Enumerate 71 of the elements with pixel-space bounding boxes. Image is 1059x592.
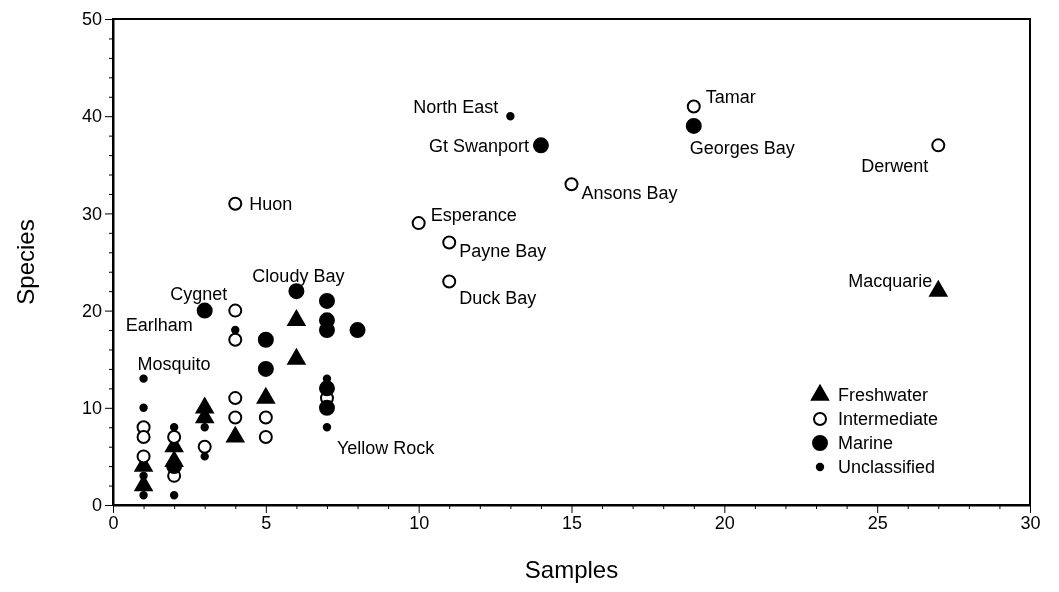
annotation: Gt Swanport <box>428 135 529 156</box>
annotation: Earlham <box>125 314 193 335</box>
point <box>318 292 335 309</box>
point <box>506 112 515 121</box>
point <box>136 449 151 464</box>
legend-label: Unclassified <box>838 457 936 478</box>
annotation: Duck Bay <box>459 287 537 308</box>
point <box>167 429 182 444</box>
x-tick-label: 5 <box>261 512 272 533</box>
annotation: Mosquito <box>137 353 211 374</box>
point <box>564 177 579 192</box>
point <box>169 423 179 432</box>
annotation: Huon <box>249 193 293 214</box>
point <box>442 235 457 250</box>
point <box>228 303 243 318</box>
point <box>258 429 273 444</box>
point <box>228 391 243 406</box>
annotation: Macquarie <box>848 271 933 292</box>
annotation: North East <box>413 96 499 117</box>
annotation: Esperance <box>430 205 517 226</box>
y-tick-label: 30 <box>81 203 102 224</box>
y-tick-label: 0 <box>91 495 102 516</box>
x-tick-label: 15 <box>561 512 583 533</box>
annotation: Georges Bay <box>689 138 795 159</box>
y-tick-label: 10 <box>81 398 102 419</box>
point <box>532 137 549 154</box>
point <box>318 380 335 397</box>
legend-label: Intermediate <box>838 409 939 430</box>
point <box>442 274 457 289</box>
x-tick-label: 20 <box>714 512 735 533</box>
y-tick-label: 40 <box>81 106 102 127</box>
annotation: Ansons Bay <box>581 182 678 203</box>
point <box>257 331 274 348</box>
point <box>349 322 366 339</box>
point <box>139 374 148 383</box>
x-tick-label: 10 <box>409 512 430 533</box>
point <box>258 410 273 425</box>
annotation: Tamar <box>705 86 756 107</box>
point <box>197 439 212 454</box>
point <box>931 138 946 153</box>
point <box>686 99 701 114</box>
legend-label: Freshwater <box>838 385 929 406</box>
y-tick-label: 20 <box>81 300 102 321</box>
point <box>169 491 179 500</box>
annotation: Cloudy Bay <box>252 266 345 287</box>
point <box>166 458 183 475</box>
point <box>139 491 148 500</box>
point <box>231 325 240 335</box>
y-tick-label: 50 <box>81 9 102 30</box>
point <box>200 452 209 461</box>
legend-label: Marine <box>838 433 894 454</box>
point <box>411 216 426 231</box>
x-axis-title: Samples <box>524 556 619 583</box>
point <box>228 332 243 347</box>
point <box>257 360 274 377</box>
point <box>322 423 332 432</box>
x-tick-label: 30 <box>1020 512 1041 533</box>
annotation: Yellow Rock <box>336 437 436 458</box>
point <box>139 403 148 412</box>
point <box>685 117 702 134</box>
annotation: Payne Bay <box>459 240 547 261</box>
point <box>228 410 243 425</box>
annotation: Cygnet <box>170 283 228 304</box>
point <box>228 196 243 211</box>
point <box>318 399 335 416</box>
x-tick-label: 25 <box>867 512 888 533</box>
annotation: Derwent <box>861 155 929 176</box>
point <box>200 423 209 432</box>
point <box>136 429 151 444</box>
y-axis-title: Species <box>12 219 39 305</box>
x-tick-label: 0 <box>108 512 119 533</box>
